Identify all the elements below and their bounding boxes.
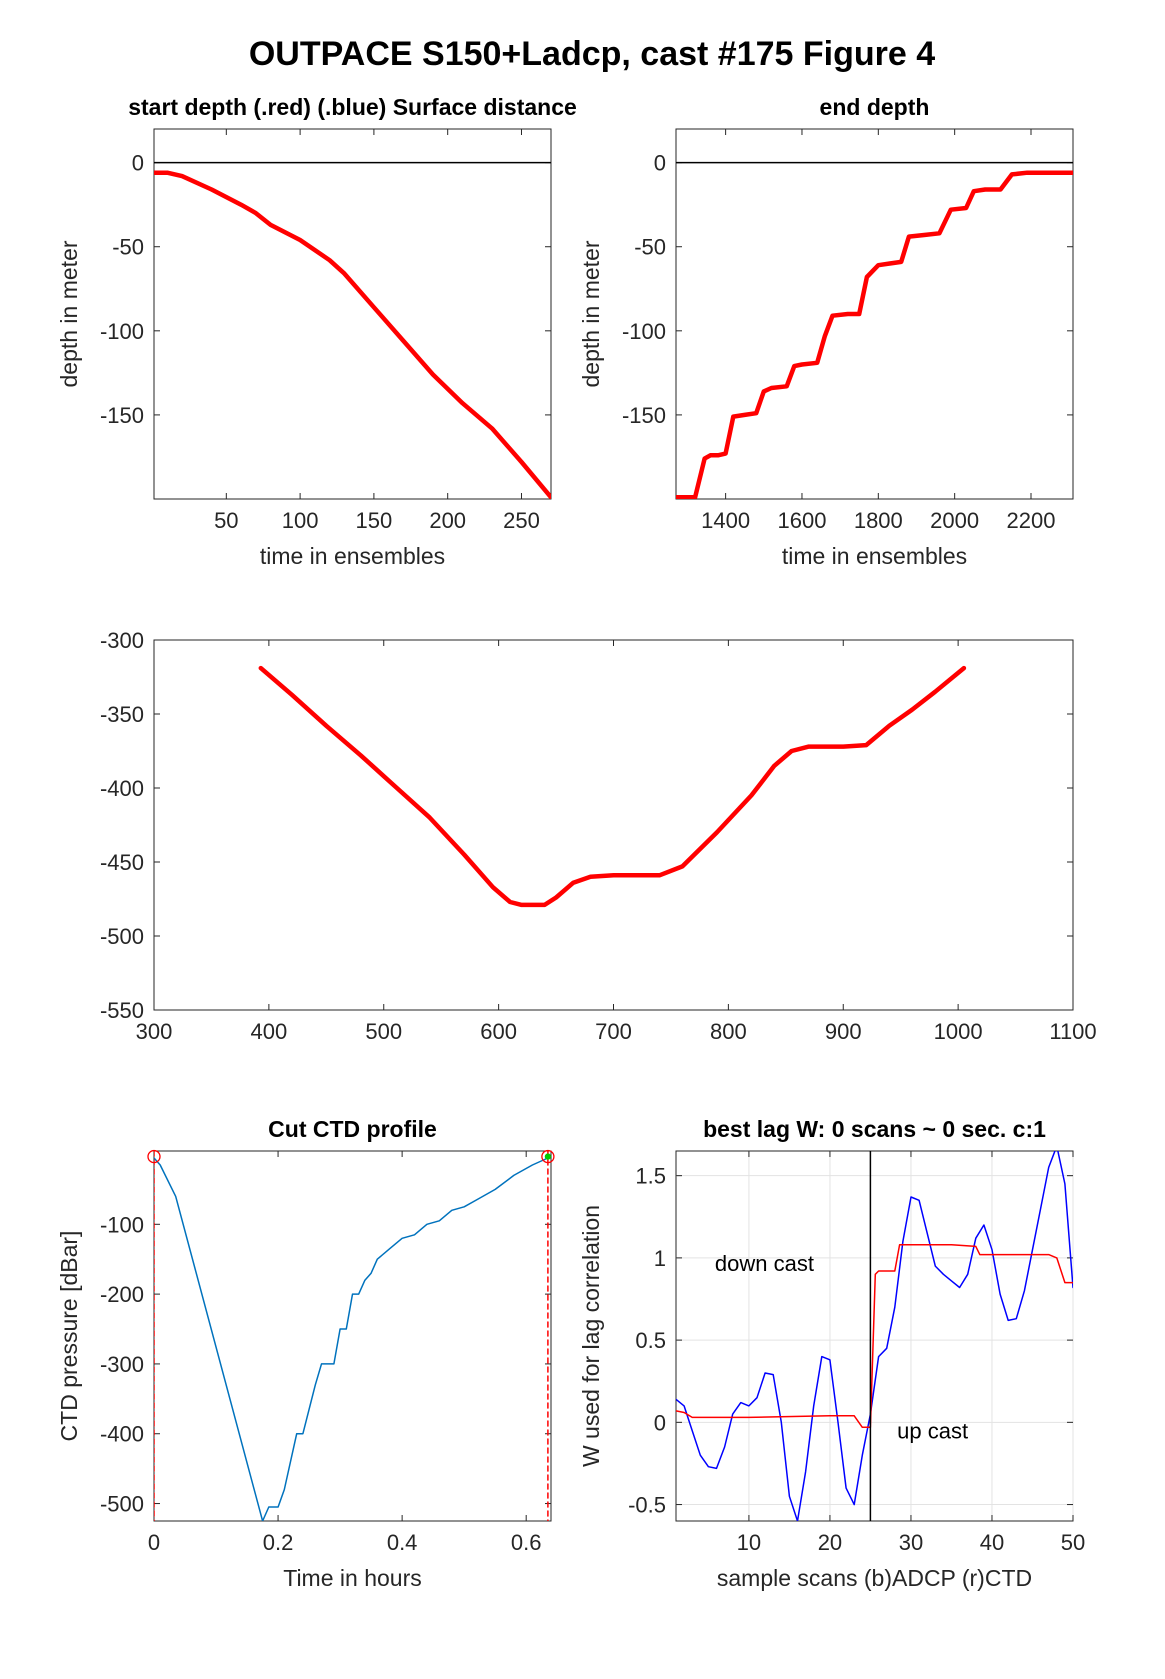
plot-area bbox=[675, 1150, 1074, 1522]
x-tick-label: 10 bbox=[737, 1530, 761, 1555]
y-tick-label: -350 bbox=[100, 702, 144, 727]
x-tick-label: 500 bbox=[365, 1019, 402, 1044]
y-tick-label: -500 bbox=[100, 1492, 144, 1517]
plot-title: start depth (.red) (.blue) Surface dista… bbox=[128, 94, 577, 120]
x-tick-label: 400 bbox=[251, 1019, 288, 1044]
y-tick-label: -0.5 bbox=[628, 1493, 666, 1518]
y-tick-label: -450 bbox=[100, 850, 144, 875]
x-tick-label: 40 bbox=[980, 1530, 1004, 1555]
series-line bbox=[676, 170, 1073, 499]
y-tick-label: -150 bbox=[622, 403, 666, 428]
y-tick-label: -50 bbox=[112, 235, 144, 260]
x-tick-label: 50 bbox=[214, 508, 238, 533]
x-axis-label: sample scans (b)ADCP (r)CTD bbox=[717, 1565, 1032, 1591]
y-tick-label: -200 bbox=[100, 1282, 144, 1307]
series-line bbox=[154, 1157, 549, 1521]
x-tick-label: 0 bbox=[148, 1530, 160, 1555]
x-tick-label: 2200 bbox=[1007, 508, 1056, 533]
x-tick-label: 900 bbox=[825, 1019, 862, 1044]
y-tick-label: -50 bbox=[634, 235, 666, 260]
x-tick-label: 150 bbox=[356, 508, 393, 533]
annotation-down-cast: down cast bbox=[715, 1251, 814, 1276]
cut-ctd-profile-plot: 0 0.2 0.4 0.6 -100 -200 -300 -400 -500 Cut CTD pr… bbox=[56, 1116, 555, 1591]
annotation-up-cast: up cast bbox=[897, 1419, 968, 1444]
y-tick-label: -150 bbox=[100, 403, 144, 428]
plot-area bbox=[153, 1150, 552, 1522]
data-point bbox=[147, 1149, 161, 1164]
y-tick-label: 0 bbox=[654, 151, 666, 176]
x-tick-label: 30 bbox=[899, 1530, 923, 1555]
plot-title: Cut CTD profile bbox=[268, 1116, 437, 1142]
x-tick-label: 0.4 bbox=[387, 1530, 418, 1555]
x-tick-label: 1800 bbox=[854, 508, 903, 533]
middle-depth-plot: 300 400 500 600 700 800 900 1000 1100 -300 -350 -40… bbox=[100, 628, 1097, 1044]
data-point bbox=[541, 1149, 555, 1164]
series-line bbox=[154, 170, 551, 499]
y-tick-label: -400 bbox=[100, 1422, 144, 1447]
x-tick-label: 100 bbox=[282, 508, 319, 533]
series-line bbox=[676, 1243, 1073, 1429]
y-tick-label: -500 bbox=[100, 924, 144, 949]
x-tick-label: 600 bbox=[480, 1019, 517, 1044]
y-tick-label: 0 bbox=[132, 151, 144, 176]
y-tick-label: -100 bbox=[622, 319, 666, 344]
series-line bbox=[258, 665, 967, 908]
x-tick-label: 0.2 bbox=[263, 1530, 294, 1555]
end-depth-plot: 1400 1600 1800 2000 2200 0 -50 -100 -150 end dept… bbox=[578, 94, 1074, 569]
x-tick-label: 2000 bbox=[930, 508, 979, 533]
plot-title: best lag W: 0 scans ~ 0 sec. c:1 bbox=[703, 1116, 1046, 1142]
x-tick-label: 250 bbox=[503, 508, 540, 533]
y-tick-label: 0.5 bbox=[635, 1328, 666, 1353]
x-tick-label: 1400 bbox=[701, 508, 750, 533]
x-tick-label: 0.6 bbox=[511, 1530, 542, 1555]
x-axis-label: time in ensembles bbox=[260, 543, 445, 569]
x-tick-label: 1000 bbox=[934, 1019, 983, 1044]
plot-area bbox=[675, 128, 1074, 500]
plot-title: end depth bbox=[820, 94, 930, 120]
y-axis-label: depth in meter bbox=[578, 240, 604, 387]
y-tick-label: -550 bbox=[100, 998, 144, 1023]
x-tick-label: 300 bbox=[136, 1019, 173, 1044]
y-tick-label: -300 bbox=[100, 1352, 144, 1377]
y-axis-label: CTD pressure [dBar] bbox=[56, 1231, 82, 1442]
x-axis-label: Time in hours bbox=[283, 1565, 421, 1591]
x-tick-label: 50 bbox=[1061, 1530, 1085, 1555]
y-tick-label: -400 bbox=[100, 776, 144, 801]
data-point bbox=[544, 1153, 552, 1160]
y-tick-label: 0 bbox=[654, 1410, 666, 1435]
y-tick-label: 1.5 bbox=[635, 1164, 666, 1189]
x-tick-label: 1100 bbox=[1049, 1019, 1096, 1044]
x-axis-label: time in ensembles bbox=[782, 543, 967, 569]
y-axis-label: depth in meter bbox=[56, 240, 82, 387]
x-tick-label: 700 bbox=[595, 1019, 632, 1044]
plot-area bbox=[153, 128, 552, 500]
start-depth-plot: 50 100 150 200 250 0 -50 -100 -150 start depth (.… bbox=[56, 94, 577, 569]
y-axis-label: W used for lag correlation bbox=[578, 1205, 604, 1467]
y-tick-label: -100 bbox=[100, 319, 144, 344]
y-tick-label: 1 bbox=[654, 1246, 666, 1271]
y-tick-label: -100 bbox=[100, 1212, 144, 1237]
figure-title: OUTPACE S150+Ladcp, cast #175 Figure 4 bbox=[249, 35, 935, 73]
x-tick-label: 800 bbox=[710, 1019, 747, 1044]
x-tick-label: 20 bbox=[818, 1530, 842, 1555]
best-lag-plot: 10 20 30 40 50 1.5 1 0.5 0 -0.5 down cast up cast be… bbox=[578, 1116, 1085, 1591]
y-tick-label: -300 bbox=[100, 628, 144, 653]
x-tick-label: 200 bbox=[429, 508, 466, 533]
series-line bbox=[676, 1151, 1073, 1521]
x-tick-label: 1600 bbox=[777, 508, 826, 533]
